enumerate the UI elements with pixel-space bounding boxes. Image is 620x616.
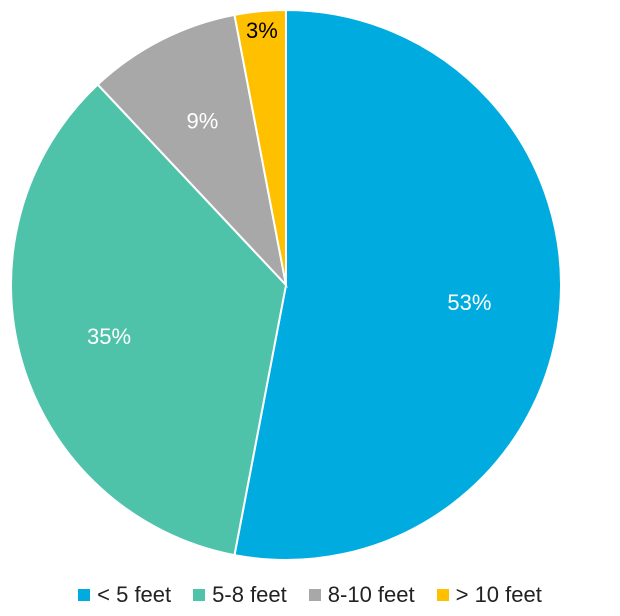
data-label-8-10-feet: 9%: [186, 108, 218, 133]
legend: < 5 feet 5-8 feet 8-10 feet > 10 feet: [0, 580, 620, 610]
legend-item-8-10-feet: 8-10 feet: [308, 582, 415, 608]
legend-swatch: [308, 589, 321, 601]
legend-swatch: [436, 589, 449, 601]
legend-label: > 10 feet: [455, 582, 542, 607]
data-label-lt-5-feet: 53%: [447, 290, 491, 315]
pie-slices: [10, 8, 562, 561]
pie-slice-8-10-feet: [96, 13, 288, 289]
pie-slice-gt-10-feet: [233, 8, 287, 286]
legend-label: 5-8 feet: [212, 582, 287, 607]
pie-slice-lt-5-feet: [233, 8, 562, 561]
legend-label: 8-10 feet: [327, 582, 415, 607]
legend-item-5-8-feet: 5-8 feet: [193, 582, 287, 608]
data-label-gt-10-feet: 3%: [246, 18, 278, 43]
legend-item-lt-5-feet: < 5 feet: [78, 582, 171, 608]
data-label-5-8-feet: 35%: [87, 324, 131, 349]
pie-slice-5-8-feet: [10, 83, 288, 557]
legend-item-gt-10-feet: > 10 feet: [436, 582, 542, 608]
legend-swatch: [193, 589, 206, 601]
legend-swatch: [78, 589, 91, 601]
pie-data-labels: 53% 35% 9% 3%: [87, 18, 491, 349]
legend-label: < 5 feet: [97, 582, 172, 607]
